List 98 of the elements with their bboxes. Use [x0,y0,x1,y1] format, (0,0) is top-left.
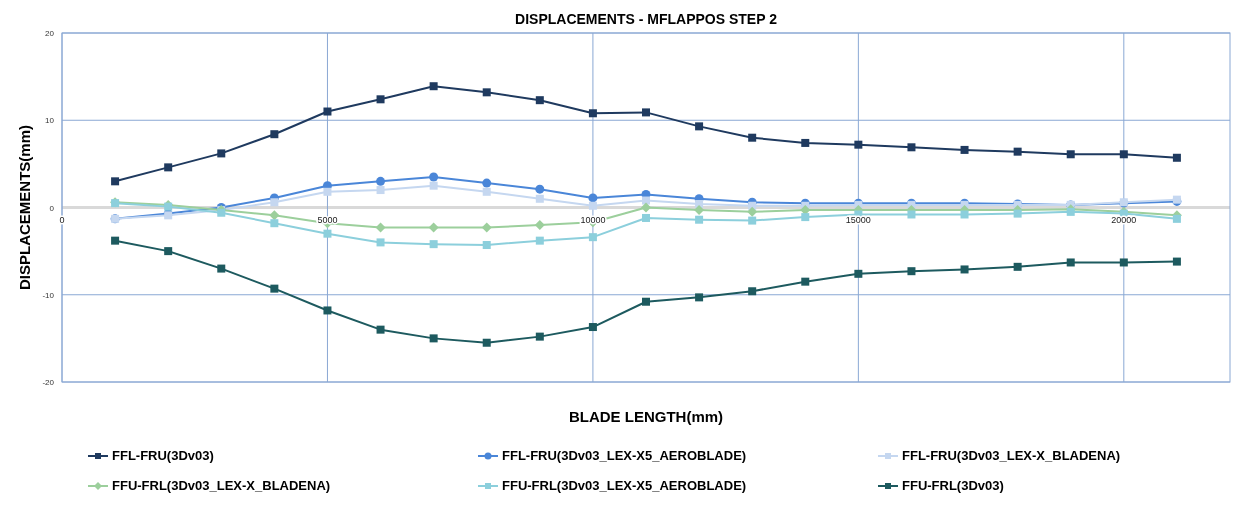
point [695,200,704,209]
point [641,202,651,213]
legend-label: FFU-FRL(3Dv03_LEX-X5_AEROBLADE) [502,478,747,493]
point [695,293,704,302]
point [1066,258,1075,267]
point [1119,258,1128,267]
point [747,206,758,217]
point [960,145,969,154]
point [748,133,757,142]
chart-title: DISPLACEMENTS - MFLAPPOS STEP 2 [515,11,778,27]
point [164,247,173,256]
y-tick-label: -20 [42,378,55,387]
point [270,219,279,228]
point [111,177,120,186]
x-tick-label: 5000 [317,214,338,225]
x-tick-label: 15000 [845,214,871,225]
point [534,219,545,230]
point [1172,257,1181,266]
point [376,176,386,186]
y-tick-label: 10 [45,116,55,126]
point [1066,150,1075,159]
x-tick-label: 20000 [1111,214,1137,225]
point [217,264,226,273]
point [588,109,597,118]
y-tick-label: 20 [45,29,55,38]
point [801,277,810,286]
legend-label: FFL-FRU(3Dv03) [112,448,214,463]
point [642,108,650,117]
point [164,163,173,172]
point [960,210,969,219]
point [535,184,545,194]
point [1119,150,1128,159]
y-tick-label: -10 [42,290,55,300]
point [429,82,438,91]
point [482,88,491,97]
point [854,140,863,149]
point [588,201,597,210]
point [907,210,916,219]
point [1013,147,1022,156]
point [481,222,492,233]
point [429,172,439,182]
point [429,334,438,343]
point [535,194,544,203]
point [269,210,280,221]
point [1172,153,1181,162]
y-axis-title: DISPLACEMENTS(mm) [16,124,33,291]
x-tick-label: 10000 [580,214,606,225]
point [323,229,332,238]
point [588,193,598,203]
point [960,265,969,274]
point [748,287,757,296]
point [323,187,332,196]
point [270,198,279,207]
legend-label: FFL-FRU(3Dv03_LEX-X_BLADENA) [902,448,1121,463]
point [375,222,386,233]
point [323,306,332,315]
x-tick-label: 0 [59,214,65,225]
point [642,297,650,306]
legend-label: FFU-FRL(3Dv03_LEX-X_BLADENA) [112,478,331,493]
point [695,122,704,131]
point [482,241,491,250]
point [482,338,491,347]
point [323,107,332,116]
point [801,213,810,222]
point [588,323,597,332]
point [642,213,650,222]
point [535,96,544,105]
point [428,222,439,233]
point [907,143,916,152]
point [907,267,916,276]
point [376,95,385,104]
point [1013,262,1022,271]
point [588,233,597,242]
point [748,216,757,225]
point [694,205,705,216]
point [270,130,279,139]
point [535,236,544,245]
legend-label: FFL-FRU(3Dv03_LEX-X5_AEROBLADE) [502,448,747,463]
point [1013,209,1022,218]
point [801,138,810,147]
point [376,186,385,195]
point [270,284,279,293]
point [429,181,438,190]
point [695,215,704,224]
point [217,149,226,158]
point [535,332,544,341]
point [642,196,650,205]
point [482,178,492,188]
point [376,325,385,334]
x-axis-title: BLADE LENGTH(mm) [568,408,724,425]
legend-label: FFU-FRL(3Dv03) [902,478,1004,493]
point [376,238,385,247]
point [111,236,120,245]
y-tick-label: 0 [49,203,55,213]
point [482,187,491,196]
point [429,240,438,249]
point [1172,214,1181,223]
point [854,269,863,278]
